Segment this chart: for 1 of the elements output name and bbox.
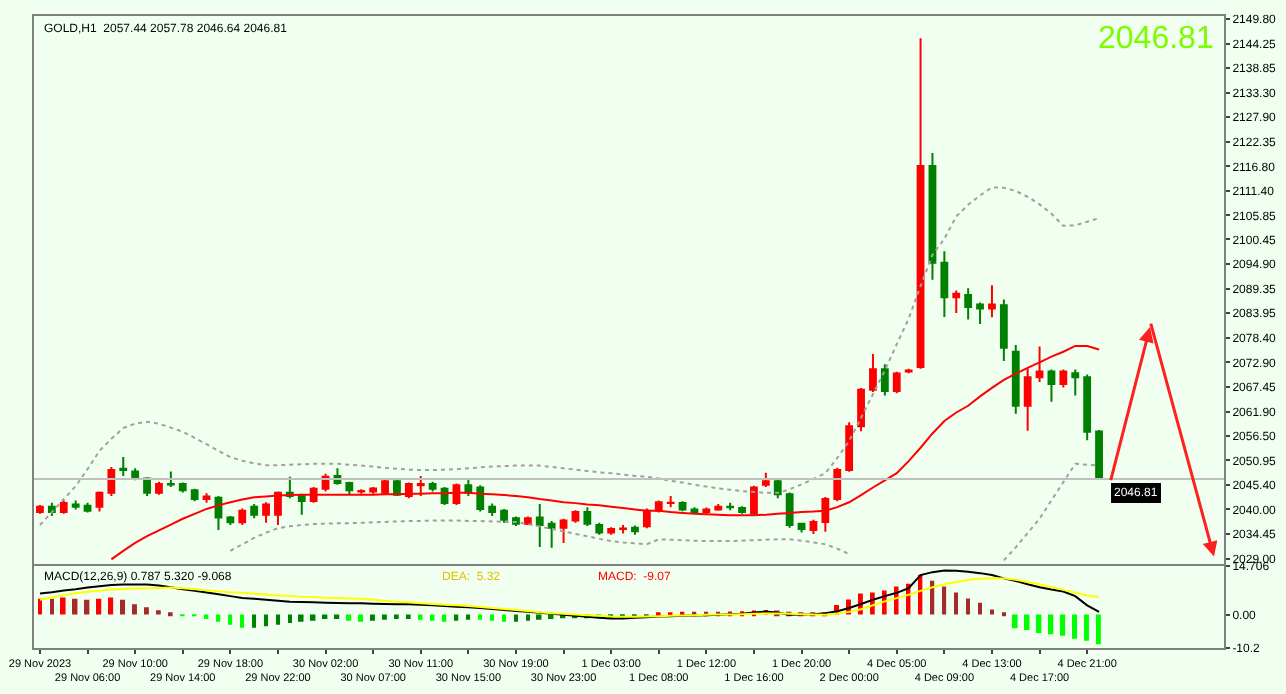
- annotation: 2046.81: [1098, 22, 1214, 56]
